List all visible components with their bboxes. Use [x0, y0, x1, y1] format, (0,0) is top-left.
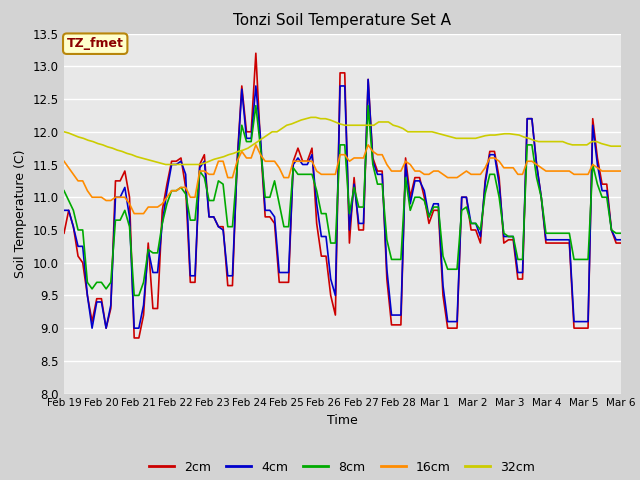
- 2cm: [509, 237, 517, 243]
- 16cm: [182, 184, 189, 190]
- 32cm: [617, 144, 625, 149]
- 32cm: [534, 139, 542, 144]
- 32cm: [409, 129, 417, 135]
- 16cm: [453, 175, 461, 180]
- 4cm: [364, 76, 372, 82]
- 4cm: [607, 227, 615, 233]
- 32cm: [583, 142, 591, 148]
- 32cm: [520, 134, 528, 140]
- 4cm: [88, 325, 96, 331]
- 8cm: [509, 234, 517, 240]
- 4cm: [453, 319, 461, 324]
- 8cm: [182, 191, 189, 197]
- 4cm: [617, 237, 625, 243]
- 2cm: [182, 184, 189, 190]
- 2cm: [378, 168, 386, 174]
- Line: 2cm: 2cm: [64, 53, 621, 338]
- 4cm: [509, 234, 517, 240]
- Text: TZ_fmet: TZ_fmet: [67, 37, 124, 50]
- 32cm: [307, 115, 315, 120]
- X-axis label: Time: Time: [327, 414, 358, 427]
- 16cm: [131, 211, 138, 216]
- 4cm: [214, 224, 222, 229]
- 2cm: [453, 325, 461, 331]
- 8cm: [617, 230, 625, 236]
- 4cm: [182, 171, 189, 177]
- 8cm: [60, 188, 68, 193]
- Line: 8cm: 8cm: [64, 106, 621, 295]
- 4cm: [60, 207, 68, 213]
- 8cm: [378, 181, 386, 187]
- 32cm: [60, 129, 68, 135]
- 16cm: [252, 142, 260, 148]
- 8cm: [453, 266, 461, 272]
- 16cm: [60, 158, 68, 164]
- 16cm: [607, 168, 615, 174]
- 32cm: [254, 139, 262, 144]
- 16cm: [214, 158, 222, 164]
- Legend: 2cm, 4cm, 8cm, 16cm, 32cm: 2cm, 4cm, 8cm, 16cm, 32cm: [145, 456, 540, 479]
- 16cm: [617, 168, 625, 174]
- 16cm: [509, 165, 517, 171]
- 2cm: [214, 224, 222, 229]
- Line: 4cm: 4cm: [64, 79, 621, 328]
- 32cm: [162, 162, 170, 168]
- Y-axis label: Soil Temperature (C): Soil Temperature (C): [15, 149, 28, 278]
- 8cm: [607, 227, 615, 233]
- 8cm: [214, 178, 222, 184]
- Line: 16cm: 16cm: [64, 145, 621, 214]
- 16cm: [378, 152, 386, 157]
- Line: 32cm: 32cm: [64, 118, 621, 165]
- 8cm: [131, 292, 138, 298]
- 4cm: [378, 171, 386, 177]
- 2cm: [607, 227, 615, 233]
- 2cm: [131, 335, 138, 341]
- Title: Tonzi Soil Temperature Set A: Tonzi Soil Temperature Set A: [234, 13, 451, 28]
- 32cm: [443, 133, 451, 139]
- 2cm: [252, 50, 260, 56]
- 8cm: [252, 103, 260, 108]
- 2cm: [617, 240, 625, 246]
- 2cm: [60, 230, 68, 236]
